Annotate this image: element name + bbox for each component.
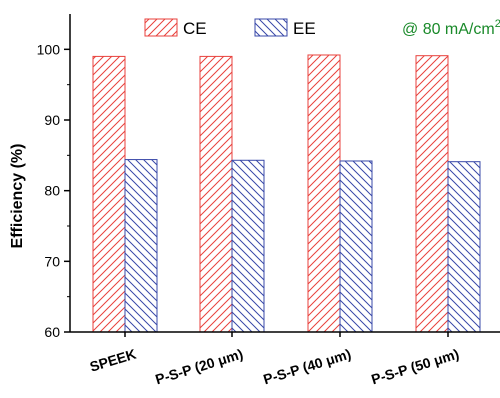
y-ticks-group: 60 70 80 90 100: [37, 41, 70, 340]
annotation-text: @ 80 mA/cm: [402, 21, 495, 38]
y-axis-title: Efficiency (%): [9, 144, 26, 249]
y-tick-label-80: 80: [44, 183, 60, 199]
bar-ee-0: [124, 159, 158, 333]
bars-group: [92, 54, 481, 333]
y-tick-label-60: 60: [44, 324, 60, 340]
bar-ce-2: [307, 54, 341, 333]
legend-swatch-ee: [254, 18, 288, 37]
bar-ee-2: [339, 160, 373, 333]
bar-ce-3: [415, 55, 449, 333]
axes-group: [69, 14, 500, 333]
y-tick-label-100: 100: [37, 41, 61, 57]
current-density-annotation: @ 80 mA/cm2: [402, 18, 500, 38]
x-labels-group: SPEEK P-S-P (20 μm) P-S-P (40 μm) P-S-P (50…: [88, 332, 461, 387]
x-category-label-2: P-S-P (40 μm): [261, 346, 352, 388]
legend-swatch-ce: [144, 18, 178, 37]
y-tick-label-90: 90: [44, 112, 60, 128]
x-category-label-0: SPEEK: [88, 346, 138, 375]
bar-ee-1: [231, 159, 265, 333]
legend-label-ee: EE: [293, 19, 316, 38]
bar-ce-0: [92, 55, 126, 333]
legend: CE EE: [144, 18, 316, 38]
x-category-label-3: P-S-P (50 μm): [369, 346, 460, 388]
legend-label-ce: CE: [183, 19, 207, 38]
x-category-label-1: P-S-P (20 μm): [153, 346, 244, 388]
bar-ce-1: [199, 55, 233, 333]
annotation-superscript: 2: [495, 18, 500, 30]
y-tick-label-70: 70: [44, 253, 60, 269]
bar-ee-3: [447, 161, 481, 333]
